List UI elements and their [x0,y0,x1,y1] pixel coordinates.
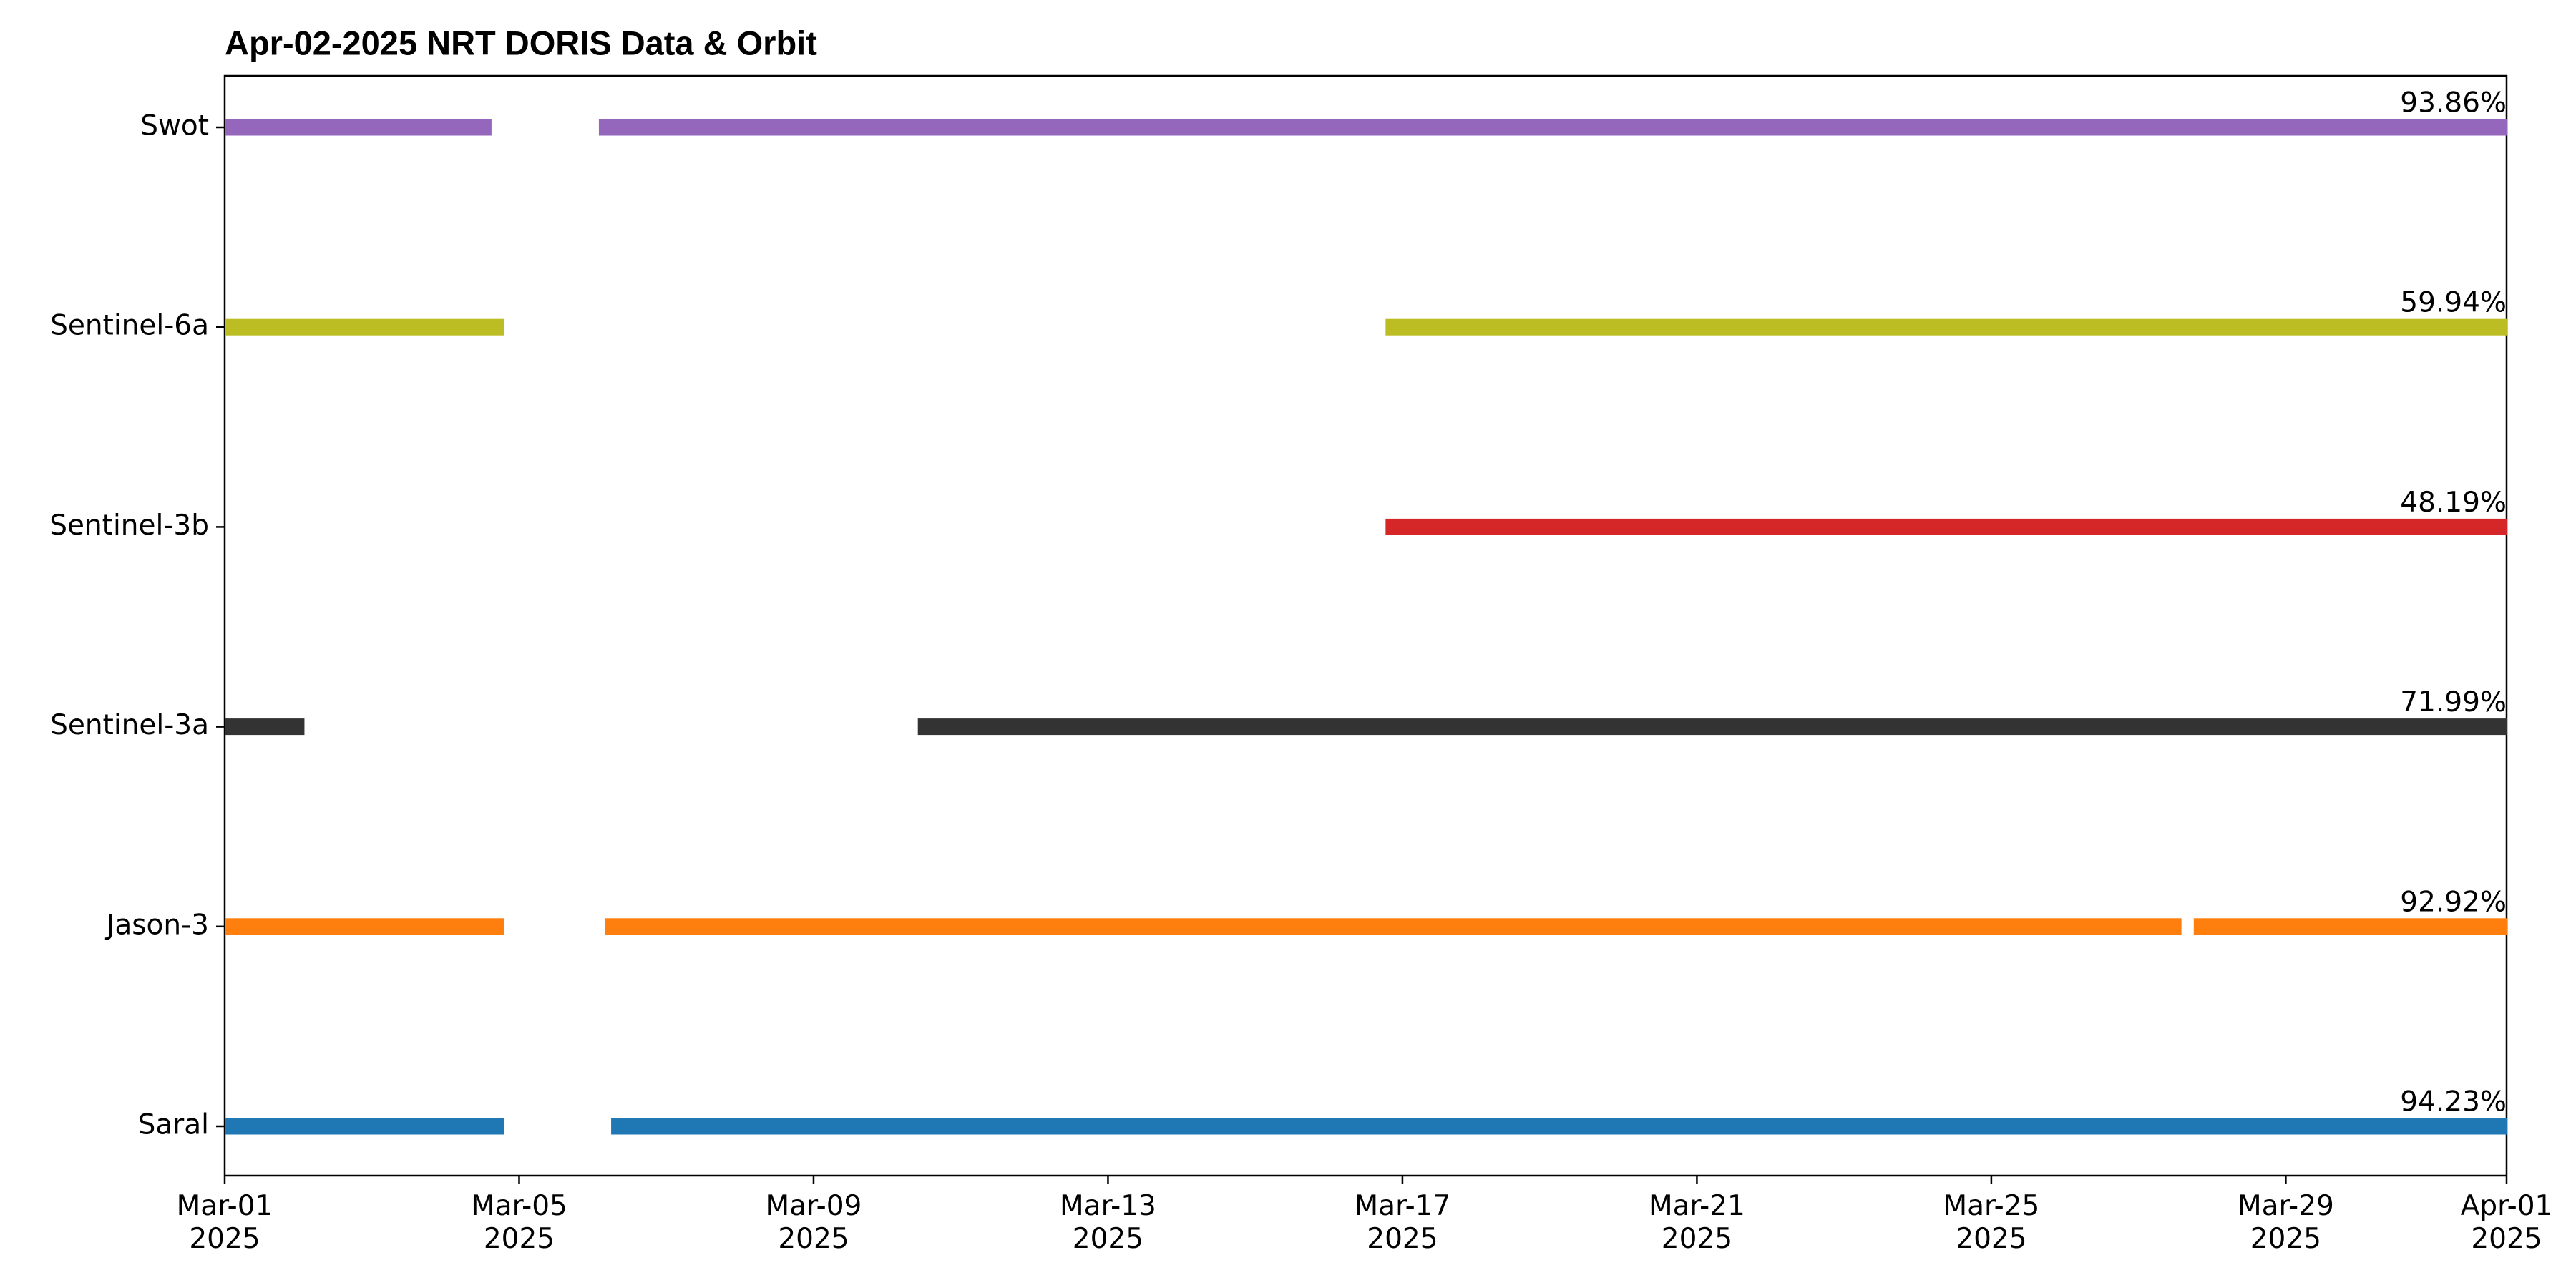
coverage-segment [225,119,492,136]
coverage-label: 93.86% [2400,87,2507,119]
x-tick-label: Mar-21 2025 [1649,1190,1745,1255]
coverage-segment [1385,518,2507,535]
y-tick-label: Saral [138,1109,209,1141]
coverage-segment [2193,918,2507,935]
y-tick-label: Sentinel-6a [50,310,209,342]
coverage-label: 71.99% [2400,686,2507,718]
coverage-label: 92.92% [2400,886,2507,918]
coverage-segment [605,918,2182,935]
coverage-segment [1385,318,2507,336]
y-tick-label: Sentinel-3b [49,509,209,542]
x-tick-label: Apr-01 2025 [2460,1190,2553,1255]
coverage-segment [225,918,504,935]
coverage-segment [598,119,2507,136]
x-tick-label: Mar-01 2025 [176,1190,273,1255]
coverage-label: 48.19% [2400,487,2507,519]
y-tick-label: Sentinel-3a [50,709,209,741]
x-tick-label: Mar-05 2025 [471,1190,567,1255]
coverage-segment [225,718,305,736]
x-tick-label: Mar-17 2025 [1354,1190,1451,1255]
coverage-label: 94.23% [2400,1086,2507,1118]
x-tick-label: Mar-25 2025 [1943,1190,2040,1255]
coverage-segment [225,318,504,336]
x-tick-label: Mar-13 2025 [1060,1190,1156,1255]
coverage-segment [225,1118,504,1135]
axes-frame [223,74,2508,1177]
x-tick-label: Mar-09 2025 [765,1190,862,1255]
x-tick-label: Mar-29 2025 [2237,1190,2334,1255]
coverage-label: 59.94% [2400,287,2507,319]
y-tick-label: Swot [140,110,209,142]
chart-title: Apr-02-2025 NRT DORIS Data & Orbit [225,24,817,62]
coverage-segment [611,1118,2507,1135]
y-tick-label: Jason-3 [104,909,209,941]
coverage-segment [917,718,2507,736]
